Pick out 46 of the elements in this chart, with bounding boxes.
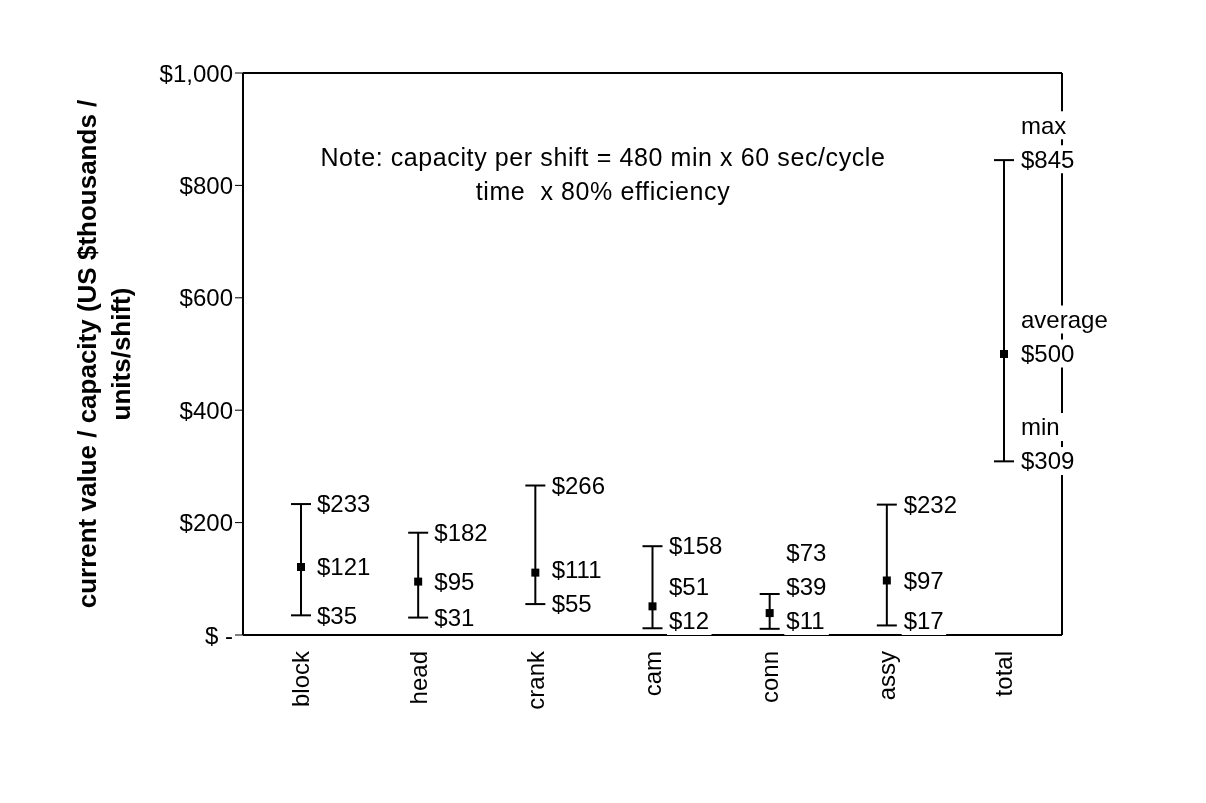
point (531, 568, 540, 577)
y-tick-label: $ - (204, 621, 233, 649)
annotation: $73 (786, 539, 827, 567)
x-tick-label: head (404, 651, 432, 705)
annotation: Note: capacity per shift = 480 min x 60 sec/cycle time x 80% efficiency (319, 141, 887, 207)
data-label: $95 (434, 567, 475, 595)
annotation: max (1021, 111, 1067, 139)
x-tick-label: cam (638, 651, 666, 697)
data-label: $500 (1021, 339, 1075, 367)
point (648, 602, 657, 611)
annotation: average (1021, 305, 1108, 333)
annotation: $309 (1021, 447, 1075, 475)
annotation: $55 (551, 590, 592, 618)
annotation: $35 (317, 601, 358, 629)
annotation: $182 (434, 518, 488, 546)
data-label: $111 (551, 556, 602, 584)
point (297, 563, 305, 571)
annotation: $266 (551, 471, 606, 499)
x-tick-label: assy (873, 651, 901, 701)
annotation: $17 (903, 607, 944, 635)
y-tick-label: $600 (179, 284, 233, 312)
point (765, 609, 774, 618)
point (1000, 350, 1008, 358)
annotation: $31 (434, 603, 475, 631)
y-tick-label: $400 (179, 396, 233, 424)
annotation: $11 (786, 607, 825, 635)
data-label: $121 (317, 553, 371, 581)
x-tick-label: crank (521, 650, 549, 710)
x-tick-label: conn (756, 651, 784, 704)
annotation: min (1021, 413, 1060, 441)
annotation: $232 (903, 490, 958, 518)
y-tick-label: $800 (179, 171, 233, 199)
x-tick-label: total (990, 651, 1018, 697)
data-label: $39 (786, 573, 827, 601)
y-tick-label: $1,000 (159, 59, 233, 87)
annotation: $845 (1021, 145, 1075, 173)
annotation: $12 (669, 607, 710, 635)
data-label: $51 (669, 573, 710, 601)
annotation: $158 (669, 532, 723, 560)
y-axis-title: current value / capacity (US $thousands / units/shift) (71, 98, 137, 610)
annotation: $233 (317, 490, 371, 518)
data-label: $97 (903, 566, 944, 594)
point (882, 576, 891, 585)
y-tick-label: $200 (179, 509, 233, 537)
x-tick-label: block (287, 650, 315, 708)
point (414, 577, 423, 586)
